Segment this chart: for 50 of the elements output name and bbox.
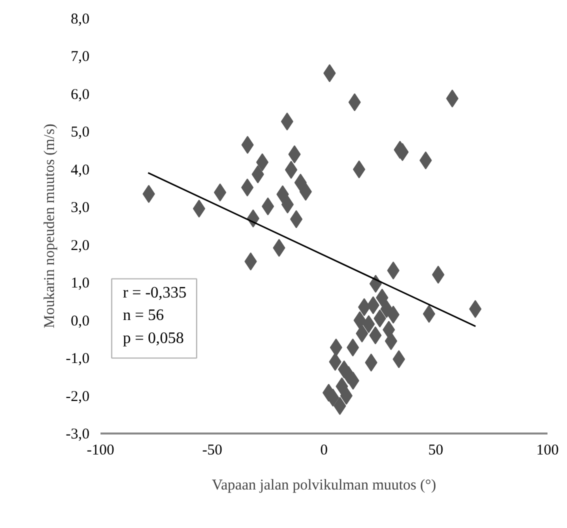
y-tick-label: 6,0 <box>70 86 90 103</box>
point <box>352 160 366 178</box>
point <box>392 350 406 368</box>
y-tick-label: 1,0 <box>70 276 90 292</box>
x-tick-label: 100 <box>536 442 559 458</box>
y-tick-label: 2,0 <box>70 238 90 254</box>
point <box>374 309 386 328</box>
annotation: n = 56 <box>122 307 164 324</box>
annotation: p = 0,058 <box>122 330 184 347</box>
point <box>252 165 264 184</box>
point <box>422 304 436 323</box>
point <box>364 354 378 372</box>
point <box>281 195 294 214</box>
point <box>384 332 398 350</box>
x-axis-title: Vapaan jalan polvikulman muutos (°) <box>212 478 436 494</box>
point <box>262 197 274 216</box>
annotation: r = -0,335 <box>122 284 187 302</box>
y-tick-label: 4,0 <box>70 162 90 178</box>
y-tick-label: 0,0 <box>70 313 90 330</box>
point <box>334 396 346 415</box>
point <box>280 112 294 130</box>
point <box>376 288 388 307</box>
point <box>356 324 368 343</box>
point <box>294 174 307 192</box>
y-tick-label: 8,0 <box>70 12 90 28</box>
point <box>346 372 360 390</box>
point <box>288 145 301 164</box>
x-tick-label: -100 <box>86 442 114 458</box>
x-tick-label: 0 <box>320 442 328 458</box>
x-tick-label: 50 <box>428 442 444 458</box>
point <box>272 238 286 257</box>
point <box>330 338 342 356</box>
point <box>276 185 289 204</box>
point <box>284 160 298 179</box>
y-tick-label: 3,0 <box>70 200 90 216</box>
point <box>340 386 353 405</box>
point <box>369 326 382 344</box>
y-axis-title: Moukarin nopeuden muutos (m/s) <box>42 124 58 328</box>
point <box>241 178 254 197</box>
point <box>348 93 361 112</box>
y-tick-label: -1,0 <box>66 351 90 368</box>
point <box>192 200 206 218</box>
y-tick-label: -2,0 <box>66 388 90 405</box>
point <box>214 183 226 202</box>
y-tick-label: 7,0 <box>70 49 90 66</box>
y-tick-label: -3,0 <box>66 426 90 442</box>
x-tick-label: -50 <box>202 442 222 458</box>
y-tick-label: 5,0 <box>70 124 90 141</box>
point <box>241 136 254 154</box>
point <box>323 64 336 82</box>
